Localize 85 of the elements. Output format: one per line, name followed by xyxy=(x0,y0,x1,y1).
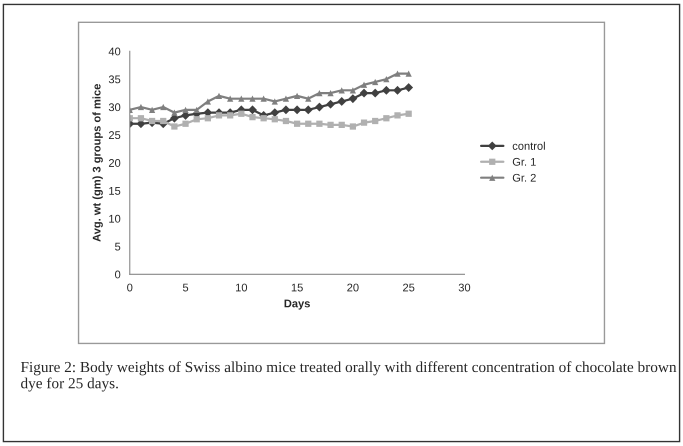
point xyxy=(294,92,300,100)
y-tick-label: 20 xyxy=(108,159,120,167)
y-tick-label: 0 xyxy=(114,270,120,278)
x-axis-title: Days xyxy=(284,300,310,310)
point xyxy=(227,112,234,119)
y-tick-label: 30 xyxy=(108,103,120,112)
point xyxy=(138,115,144,122)
point xyxy=(282,105,290,114)
y-tick-label: 25 xyxy=(108,131,120,140)
point xyxy=(382,86,391,95)
point xyxy=(370,88,380,98)
point xyxy=(394,70,401,77)
point xyxy=(194,106,200,113)
point xyxy=(216,112,222,119)
x-tick-label: 25 xyxy=(403,284,414,292)
point xyxy=(160,104,166,110)
x-tick-label: 15 xyxy=(292,284,303,292)
point xyxy=(327,90,334,96)
point xyxy=(227,96,234,102)
x-tick-label: 0 xyxy=(127,284,132,292)
point xyxy=(238,96,244,102)
point xyxy=(270,108,280,118)
point xyxy=(148,118,156,124)
point xyxy=(314,102,324,112)
x-tick-label: 10 xyxy=(236,284,248,292)
point xyxy=(348,94,358,104)
point xyxy=(272,98,278,105)
point xyxy=(316,120,323,127)
point xyxy=(138,104,144,110)
point xyxy=(282,96,290,102)
point xyxy=(326,100,335,109)
point xyxy=(304,105,313,114)
point xyxy=(160,118,166,124)
point xyxy=(238,110,244,117)
point xyxy=(249,96,256,102)
point xyxy=(360,88,368,98)
point xyxy=(216,92,222,100)
point xyxy=(272,116,278,122)
point xyxy=(350,87,356,94)
point xyxy=(406,70,412,77)
point xyxy=(282,118,290,124)
point xyxy=(383,115,390,122)
point xyxy=(194,116,200,122)
point xyxy=(350,123,356,130)
point xyxy=(260,96,267,102)
point xyxy=(260,115,267,122)
point xyxy=(406,110,412,117)
point xyxy=(182,106,189,113)
point xyxy=(204,98,211,105)
point xyxy=(248,105,257,114)
x-tick-label: 30 xyxy=(458,284,470,292)
point xyxy=(249,114,256,120)
y-tick-label: 5 xyxy=(115,242,120,251)
point xyxy=(294,120,300,127)
point xyxy=(383,76,390,82)
point xyxy=(182,120,189,127)
point xyxy=(316,90,323,96)
x-tick-label: 20 xyxy=(347,284,359,292)
legend-label: control xyxy=(512,142,545,150)
point xyxy=(404,83,414,92)
y-axis-title: Avg. wt (gm) 3 groups of mice xyxy=(92,84,103,242)
caption: Figure 2: Body weights of Swiss albino mice treated orally with different concentration of chocolate brown dye for 25 days. xyxy=(20,361,676,392)
point xyxy=(327,122,334,128)
point xyxy=(305,120,312,127)
point xyxy=(360,82,368,88)
legend-label: Gr. 1 xyxy=(512,158,536,166)
y-tick-label: 15 xyxy=(109,187,120,195)
point xyxy=(393,86,402,95)
point xyxy=(338,122,345,128)
point xyxy=(148,106,156,113)
point xyxy=(372,118,378,124)
point xyxy=(360,120,368,126)
x-tick-label: 5 xyxy=(182,284,188,292)
point xyxy=(394,112,401,119)
point xyxy=(338,87,345,94)
point xyxy=(372,78,378,86)
point xyxy=(171,109,178,116)
point xyxy=(337,97,346,106)
y-tick-label: 35 xyxy=(108,75,120,84)
point xyxy=(305,96,312,102)
legend-label: Gr. 2 xyxy=(512,174,536,182)
y-tick-label: 10 xyxy=(109,214,120,223)
point xyxy=(171,123,178,130)
y-tick-label: 40 xyxy=(108,48,120,56)
point xyxy=(204,115,211,122)
